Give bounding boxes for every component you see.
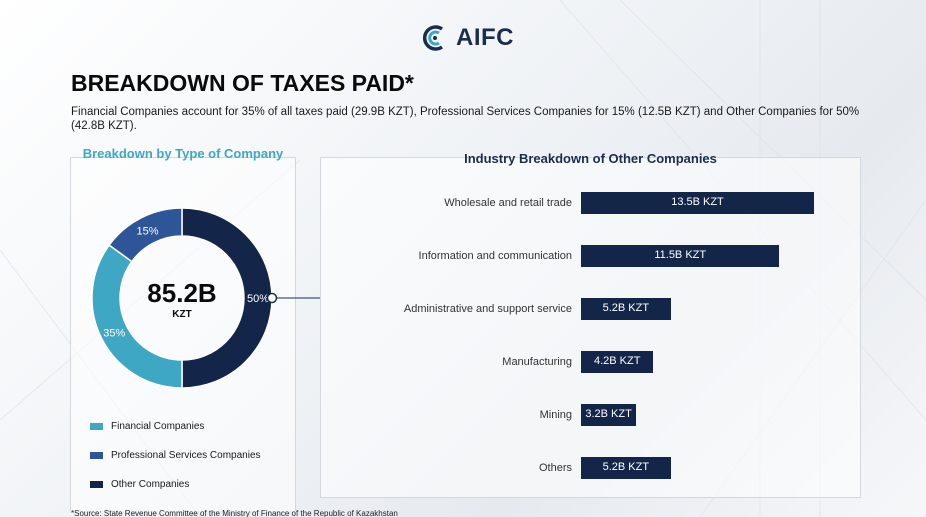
bar-category-label: Manufacturing: [502, 356, 572, 368]
donut-center-value: 85.2B: [147, 278, 217, 308]
bar-category-label: Mining: [539, 409, 572, 421]
donut-slice-label: 35%: [103, 328, 125, 340]
donut-legend: Financial Companies Professional Service…: [90, 412, 261, 499]
bar-row: Information and communication 11.5B KZT: [320, 245, 861, 267]
bar-row: Administrative and support service 5.2B K…: [320, 298, 861, 320]
bar: 13.5B KZT: [581, 192, 814, 214]
bar: 4.2B KZT: [581, 351, 654, 373]
bar-category-label: Administrative and support service: [403, 303, 572, 315]
bar-category-label: Wholesale and retail trade: [444, 197, 572, 209]
donut-slice: [181, 207, 273, 389]
legend-swatch: [90, 481, 103, 488]
bar-value-label: 4.2B KZT: [594, 355, 641, 367]
donut-slice: [91, 244, 183, 389]
legend-swatch: [90, 423, 103, 430]
bar-row: Manufacturing 4.2B KZT: [320, 351, 861, 373]
bar-value-label: 5.2B KZT: [602, 461, 650, 473]
legend-item: Professional Services Companies: [90, 441, 261, 470]
donut-center-unit: KZT: [172, 309, 192, 320]
aifc-logo: AIFC: [420, 22, 514, 54]
bar-value-label: 11.5B KZT: [654, 249, 707, 261]
donut-chart-title: Breakdown by Type of Company: [82, 146, 284, 161]
bar-category-label: Others: [538, 462, 572, 474]
bar: 11.5B KZT: [581, 245, 780, 267]
legend-label: Professional Services Companies: [111, 450, 261, 461]
bar: 3.2B KZT: [581, 404, 637, 426]
page-subtitle: Financial Companies account for 35% of a…: [71, 106, 860, 132]
bar-category-label: Information and communication: [418, 250, 572, 262]
bar-value-label: 5.2B KZT: [602, 302, 650, 314]
legend-item: Financial Companies: [90, 412, 261, 441]
bar-row: Others 5.2B KZT: [320, 457, 861, 479]
legend-item: Other Companies: [90, 470, 261, 499]
aifc-logo-icon: [422, 25, 444, 51]
donut-slice-label: 50%: [247, 293, 269, 305]
legend-swatch: [90, 452, 103, 459]
bar: 5.2B KZT: [581, 298, 671, 320]
donut-slice: [108, 207, 183, 263]
connector-dot: [266, 292, 278, 304]
aifc-logo-text: AIFC: [456, 24, 514, 51]
bar: 5.2B KZT: [581, 457, 671, 479]
bar-row: Mining 3.2B KZT: [320, 404, 861, 426]
page-title: BREAKDOWN OF TAXES PAID*: [71, 70, 414, 96]
bar-chart-title: Industry Breakdown of Other Companies: [464, 151, 717, 166]
bar-row: Wholesale and retail trade 13.5B KZT: [320, 192, 861, 214]
donut-slice-label: 15%: [136, 225, 158, 237]
legend-label: Financial Companies: [111, 421, 205, 432]
bar-value-label: 3.2B KZT: [585, 408, 632, 420]
bar-value-label: 13.5B KZT: [671, 196, 724, 208]
source-footnote: *Source: State Revenue Committee of the …: [71, 509, 398, 517]
legend-label: Other Companies: [111, 479, 190, 490]
